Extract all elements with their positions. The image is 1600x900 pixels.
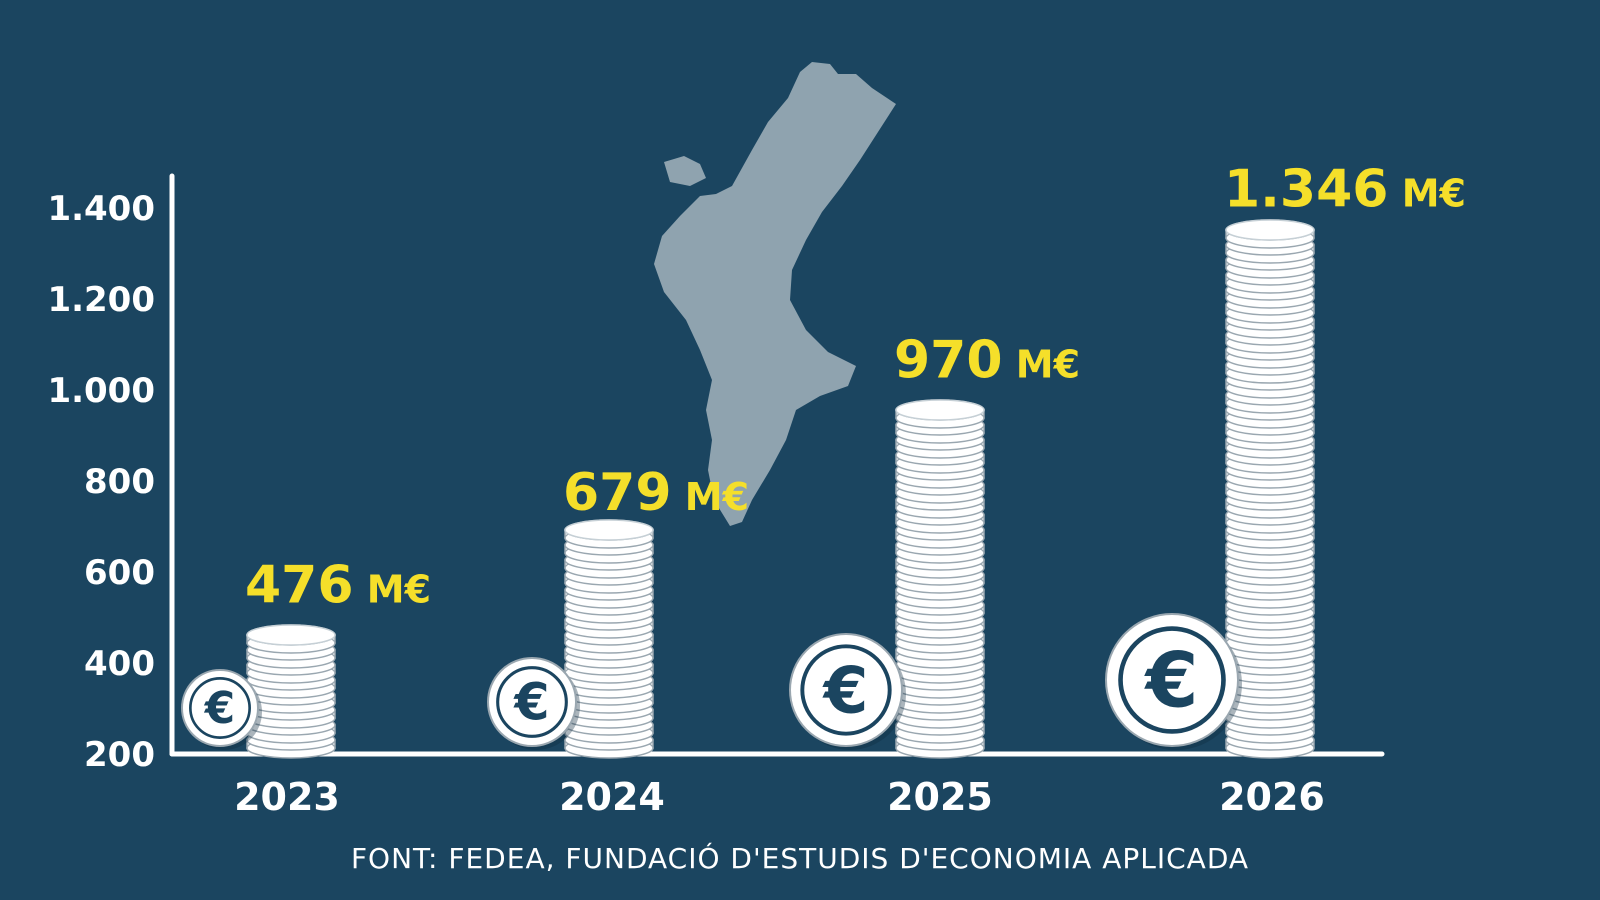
category-label-2025: 2025 [887,775,993,819]
region-map [654,62,896,526]
euro-coin-icon [789,633,903,747]
euro-symbol-icon: € [513,673,549,732]
y-tick-label: 1.200 [47,280,155,320]
euro-symbol-icon: € [204,683,235,734]
category-label-2023: 2023 [234,775,340,819]
axes [169,173,1385,757]
euro-coin-icon [181,669,259,747]
source-note: FONT: FEDEA, FUNDACIÓ D'ESTUDIS D'ECONOM… [350,842,1250,875]
value-label-2026: 1.346 M€ [1224,160,1466,220]
value-label-2023: 476 M€ [245,555,431,615]
coin-top [564,519,654,541]
euro-coin-icon [1105,613,1239,747]
coin-stack-2024: € [487,519,654,759]
euro-coin-ring [1118,626,1226,734]
coin-top [1225,219,1315,241]
value-label-2025: 970 M€ [894,331,1080,391]
category-label-2024: 2024 [559,775,665,819]
value-label-2024: 679 M€ [563,463,749,523]
euro-symbol-icon: € [1144,636,1199,724]
coin-stack-2026: € [1105,219,1315,759]
y-tick-label: 400 [84,644,155,684]
coin-top [895,399,985,421]
coin-top [246,624,336,646]
coin-stack-2023: € [181,624,336,759]
y-tick-label: 800 [84,462,155,502]
coin-stacks: € € € € [181,219,1315,759]
y-tick-label: 1.000 [47,371,155,411]
euro-coin-ring [800,644,892,736]
y-axis-ticks: 1.400 1.200 1.000 800 600 400 200 [47,189,155,775]
euro-coin-icon [487,657,577,747]
y-tick-label: 600 [84,553,155,593]
y-tick-label: 1.400 [47,189,155,229]
x-axis-categories: 2023 2024 2025 2026 [234,775,1325,819]
y-tick-label: 200 [84,735,155,775]
euro-symbol-icon: € [822,653,869,728]
category-label-2026: 2026 [1219,775,1325,819]
euro-coin-ring [189,677,251,739]
euro-coin-ring [496,666,568,738]
coin-stack-2025: € [789,399,985,759]
value-labels: 476 M€ 679 M€ 970 M€ 1.346 M€ [245,160,1466,616]
comunitat-valenciana-map [654,62,896,526]
